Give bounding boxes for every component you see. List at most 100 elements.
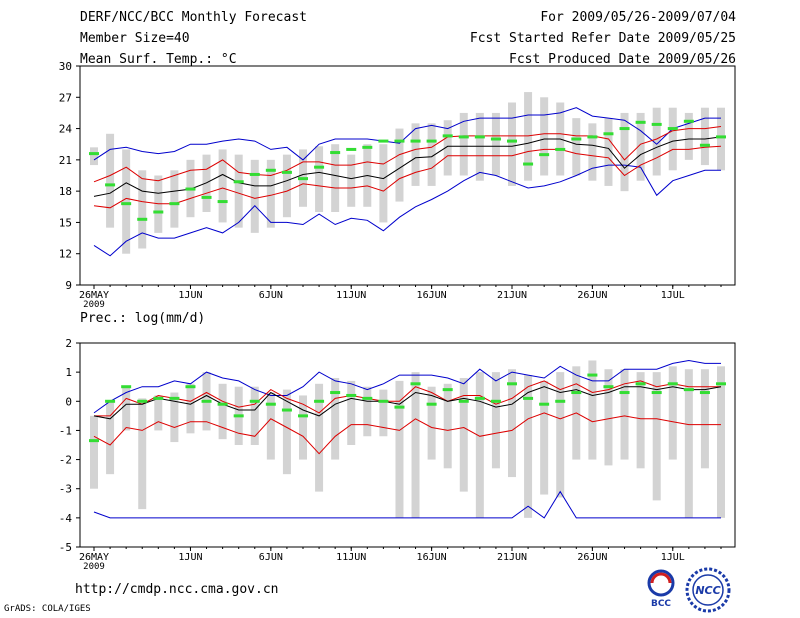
forecast-period: For 2009/05/26-2009/07/04 <box>540 10 736 25</box>
prec-xtick-label: 1JUL <box>661 552 685 563</box>
grads-credit: GrADS: COLA/IGES <box>4 604 91 614</box>
prec-spread-box <box>717 366 725 518</box>
prec-ytick-label: -4 <box>59 512 73 525</box>
prec-obs-mark <box>249 399 260 403</box>
temp-spread-box <box>475 112 484 181</box>
prec-spread-box <box>556 372 565 498</box>
prec-obs-mark <box>217 402 228 406</box>
prec-spread-box <box>427 386 436 460</box>
temp-spread-box <box>540 97 549 176</box>
prec-spread-box <box>299 395 307 460</box>
temp-spread-box <box>620 112 629 192</box>
temp-obs-mark <box>667 127 678 131</box>
temp-spread-box <box>508 102 516 186</box>
temp-obs-mark <box>89 152 99 156</box>
temp-xtick-label: 6JUN <box>259 290 283 301</box>
prec-obs-mark <box>716 382 726 386</box>
prec-obs-mark <box>153 396 164 400</box>
temp-obs-mark <box>169 202 180 206</box>
temp-spread-box <box>588 123 597 181</box>
prec-spread-box <box>700 369 709 469</box>
temp-spread-box <box>122 149 131 254</box>
temp-spread-box <box>138 170 147 249</box>
temp-obs-mark <box>507 139 517 143</box>
temp-xtick-label: 1JUN <box>178 290 202 301</box>
temp-obs-mark <box>442 134 453 138</box>
member-size: Member Size=40 <box>80 31 190 46</box>
temp-ytick-label: 9 <box>65 279 72 292</box>
source-url[interactable]: http://cmdp.ncc.cma.gov.cn <box>75 582 279 597</box>
prec-spread-box <box>395 380 404 518</box>
prec-spread-box <box>170 392 179 443</box>
temp-spread-box <box>459 112 468 176</box>
temp-spread-box <box>347 154 356 207</box>
temp-obs-mark <box>555 147 566 151</box>
temp-obs-mark <box>330 151 341 155</box>
prec-ytick-label: 2 <box>65 337 72 350</box>
temp-spread-box <box>491 112 500 176</box>
temp-ytick-label: 21 <box>59 154 72 167</box>
prec-ytick-label: 1 <box>65 366 72 379</box>
temp-obs-mark <box>571 137 582 141</box>
temp-frame <box>79 65 736 286</box>
prec-ytick-label: 0 <box>65 395 72 408</box>
prec-max-line <box>93 490 721 519</box>
temp-obs-mark <box>105 183 116 187</box>
temp-obs-mark <box>635 120 646 124</box>
temp-ytick-label: 12 <box>59 248 72 261</box>
temp-obs-mark <box>603 132 614 136</box>
temp-xtick-label: 11JUN <box>336 290 366 301</box>
bcc-logo: BCC <box>647 569 675 608</box>
prec-obs-mark <box>281 408 292 412</box>
temp-spread-box <box>700 107 709 166</box>
temp-spread-box <box>668 107 677 171</box>
prec-ytick-label: -1 <box>59 424 72 437</box>
temp-ytick-label: 24 <box>59 123 73 136</box>
prec-frame <box>79 342 736 548</box>
temp-ytick-label: 18 <box>59 185 72 198</box>
prec-xtick-label: 26MAY <box>79 552 109 563</box>
prec-obs-mark <box>619 391 630 395</box>
temp-spread-box <box>684 112 693 160</box>
prec-spread-box <box>363 386 372 437</box>
prec-obs-mark <box>169 396 180 400</box>
prec-obs-mark <box>587 373 598 377</box>
prec-obs-mark <box>362 396 373 400</box>
prec-obs-mark <box>298 414 308 418</box>
prec-obs-mark <box>137 399 148 403</box>
prec-obs-mark <box>378 399 389 403</box>
prec-obs-mark <box>571 391 582 395</box>
temp-ytick-label: 27 <box>59 91 72 104</box>
prec-xtick-label: 6JUN <box>259 552 283 563</box>
prec-obs-mark <box>474 396 485 400</box>
prec-ytick-label: -3 <box>59 483 72 496</box>
prec-obs-mark <box>185 385 196 389</box>
prec-obs-mark <box>426 402 437 406</box>
temp-obs-mark <box>217 200 228 204</box>
prec-obs-mark <box>121 385 132 389</box>
ncc-logo-text: NCC <box>695 584 720 597</box>
prec-spread-box <box>668 366 677 460</box>
temp-upper-line <box>93 107 721 161</box>
temp-spread-box <box>234 154 243 228</box>
prec-spread-box <box>218 383 227 440</box>
produced-date: Fcst Produced Date 2009/05/26 <box>509 52 736 67</box>
prec-spread-box <box>475 372 484 518</box>
prec-ytick-label: -5 <box>59 541 72 554</box>
prec-obs-mark <box>314 399 325 403</box>
temp-obs-mark <box>185 187 196 191</box>
temp-obs-mark <box>233 180 244 184</box>
prec-xtick-label: 11JUN <box>336 552 366 563</box>
temp-spread-box <box>250 159 259 233</box>
prec-spread-box <box>106 401 115 475</box>
temp-obs-mark <box>249 172 260 176</box>
prec-xtick-label: 1JUN <box>178 552 202 563</box>
prec-mean-line <box>93 386 722 420</box>
prec-obs-mark <box>410 382 421 386</box>
refer-date: Fcst Started Refer Date 2009/05/25 <box>469 31 736 46</box>
temp-obs-mark <box>378 139 389 143</box>
temp-spread-box <box>170 170 179 228</box>
prec-xtick-label: 26JUN <box>577 552 607 563</box>
prec-spread-box <box>250 386 259 445</box>
